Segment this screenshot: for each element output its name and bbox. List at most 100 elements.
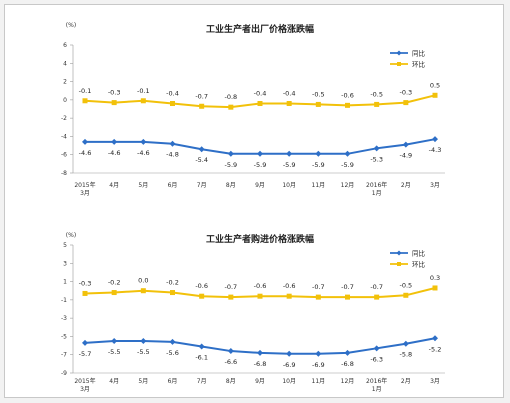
chart-title: 工业生产者出厂价格涨跌幅: [206, 23, 314, 35]
data-label-mom: -6.8: [341, 360, 354, 368]
data-label-mom: -5.9: [341, 161, 354, 169]
data-point-yoy: [228, 104, 234, 110]
data-point-mom: [344, 150, 351, 157]
chart-1: 工业生产者出厂价格涨跌幅 (%) 6 4 2 0 -2 -4 -6 -8 2015年 3月 4月 5月 6月…: [61, 22, 445, 197]
data-label-mom: -5.9: [283, 161, 296, 169]
data-point-mom: [227, 150, 234, 157]
data-point-mom: [140, 138, 147, 145]
data-label-mom: -5.5: [137, 348, 150, 356]
data-point-yoy: [199, 293, 205, 299]
data-point-mom: [198, 343, 205, 350]
data-point-yoy: [315, 294, 321, 300]
figure-frame: 工业生产者出厂价格涨跌幅 (%) 6 4 2 0 -2 -4 -6 -8 2015年 3月 4月 5月 6月…: [4, 4, 504, 398]
x-tick-label: 3月: [430, 182, 440, 189]
legend-label-yoy: 环比: [412, 60, 426, 69]
data-point-mom: [373, 345, 380, 352]
x-tick-label: 11月: [312, 378, 326, 385]
x-tick-label: 11月: [312, 182, 326, 189]
data-point-mom: [432, 335, 438, 342]
data-label-yoy: -0.5: [399, 281, 412, 289]
data-point-yoy: [345, 294, 350, 300]
data-label-mom: -6.9: [312, 361, 325, 369]
x-tick-label: 2015年 3月: [74, 181, 95, 197]
data-point-mom: [82, 138, 88, 145]
data-label-mom: -5.3: [370, 155, 383, 163]
data-label-mom: -4.8: [166, 151, 179, 159]
data-label-yoy: -0.1: [79, 87, 92, 95]
data-point-yoy: [170, 290, 175, 296]
y-tick-label: 0: [63, 97, 67, 104]
data-label-mom: -6.1: [195, 353, 208, 361]
y-tick-label: -2: [61, 115, 67, 122]
legend-label-yoy: 环比: [412, 260, 426, 269]
data-label-yoy: -0.1: [137, 87, 150, 95]
data-label-yoy: -0.2: [166, 279, 179, 287]
y-tick-label: -8: [61, 170, 67, 177]
y-tick-label: -9: [61, 370, 67, 377]
data-point-mom: [315, 350, 322, 357]
data-point-mom: [111, 138, 118, 145]
x-tick-label: 10月: [282, 378, 296, 385]
data-label-mom: -5.5: [108, 348, 121, 356]
data-label-yoy: -0.3: [399, 89, 412, 97]
y-tick-label: 5: [63, 242, 67, 249]
data-point-yoy: [345, 102, 350, 108]
legend-marker-yoy: [397, 62, 401, 66]
data-label-mom: -5.9: [312, 161, 325, 169]
y-tick-label: 6: [63, 42, 67, 49]
x-tick-label: 9月: [255, 182, 265, 189]
data-label-mom: -4.6: [108, 149, 121, 157]
y-unit-label: (%): [66, 22, 76, 29]
chart-title: 工业生产者购进价格涨跌幅: [206, 233, 314, 245]
data-label-yoy: -0.6: [341, 91, 354, 99]
data-point-mom: [286, 150, 293, 157]
data-point-mom: [198, 146, 205, 153]
data-label-yoy: -0.7: [195, 92, 208, 100]
data-point-mom: [286, 350, 293, 357]
y-tick-label: 2: [63, 79, 67, 86]
data-point-mom: [315, 150, 322, 157]
data-label-yoy: -0.2: [108, 279, 121, 287]
data-label-yoy: -0.7: [341, 283, 354, 291]
x-tick-label: 10月: [282, 182, 296, 189]
data-label-yoy: -0.5: [370, 90, 383, 98]
data-label-mom: -5.6: [166, 349, 179, 357]
data-point-mom: [169, 140, 176, 147]
data-point-mom: [402, 340, 409, 347]
data-label-yoy: 0.5: [430, 81, 440, 89]
data-label-yoy: -0.8: [224, 93, 237, 101]
data-point-yoy: [286, 101, 292, 107]
x-tick-label: 4月: [109, 182, 119, 189]
x-tick-label: 2016年 1月: [366, 181, 387, 197]
price-charts: 工业生产者出厂价格涨跌幅 (%) 6 4 2 0 -2 -4 -6 -8 2015年 3月 4月 5月 6月…: [61, 22, 445, 393]
data-point-mom: [111, 338, 118, 344]
x-tick-label: 6月: [168, 182, 178, 189]
y-tick-label: 4: [63, 60, 67, 67]
data-point-mom: [344, 349, 351, 356]
data-point-yoy: [111, 290, 117, 296]
data-label-yoy: -0.7: [312, 283, 325, 291]
data-label-mom: -4.3: [429, 146, 442, 154]
x-tick-label: 5月: [138, 182, 148, 189]
data-label-yoy: -0.4: [254, 90, 267, 98]
data-point-yoy: [140, 288, 146, 294]
data-point-yoy: [82, 98, 88, 104]
data-point-yoy: [140, 98, 146, 104]
x-tick-label: 2015年 3月: [74, 377, 95, 393]
x-tick-label: 7月: [197, 378, 207, 385]
data-point-mom: [373, 145, 380, 152]
chart-2: 工业生产者购进价格涨跌幅 (%) 5 3 1 -1 -3 -5 -7 -9 2015年 3月 4月 5月 6…: [61, 232, 445, 393]
data-point-yoy: [432, 285, 438, 291]
data-point-yoy: [170, 101, 175, 107]
x-tick-label: 5月: [138, 378, 148, 385]
data-label-mom: -6.3: [370, 355, 383, 363]
data-label-mom: -5.9: [224, 161, 237, 169]
data-label-mom: -5.8: [399, 351, 412, 359]
x-tick-label: 2月: [401, 182, 411, 189]
x-tick-label: 8月: [226, 378, 236, 385]
data-point-yoy: [82, 290, 88, 296]
legend-label-mom: 同比: [412, 249, 426, 258]
data-point-mom: [140, 338, 147, 344]
data-point-yoy: [199, 103, 205, 109]
y-unit-label: (%): [66, 232, 76, 239]
